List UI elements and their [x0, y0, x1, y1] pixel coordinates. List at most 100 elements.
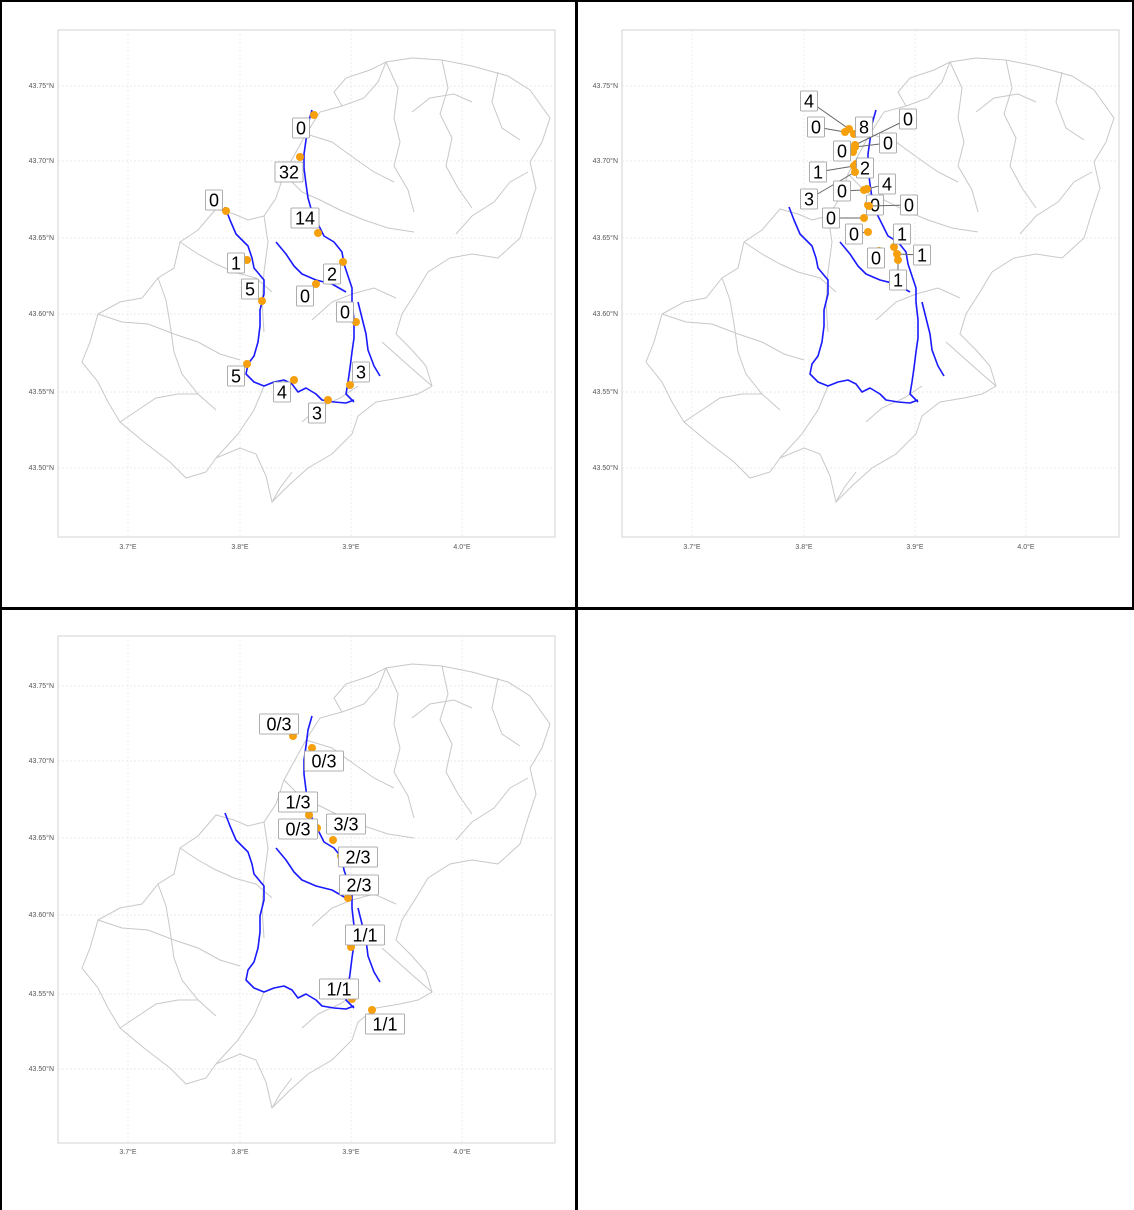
lat-tick-label: 43.60°N	[29, 310, 54, 318]
site-label-box	[323, 263, 341, 285]
site-label: 3	[800, 188, 818, 210]
municipality-boundary	[385, 667, 415, 819]
site-label-text: 14	[295, 209, 315, 229]
municipality-boundary	[949, 61, 979, 213]
site-markers: 0/3 0/3 1/3 0/3 3/3 2/3 2/3 1/1 1/1 1/1	[259, 713, 405, 1035]
lat-tick-label: 43.65°N	[29, 234, 54, 242]
lat-tick-label: 43.75°N	[29, 82, 54, 90]
municipality-outline	[81, 57, 551, 503]
site-label: 0	[292, 117, 310, 139]
site-label-text: 1	[231, 254, 241, 274]
municipality-boundary	[283, 173, 415, 233]
municipality-boundary	[683, 393, 762, 423]
site-label-box	[290, 207, 320, 229]
municipality-boundary	[411, 699, 473, 719]
site-label-box	[899, 108, 917, 130]
lat-tick-label: 43.55°N	[29, 990, 54, 998]
municipality-boundary	[411, 93, 473, 113]
site-label-box	[336, 301, 354, 323]
municipality-boundary	[305, 739, 395, 789]
lon-tick-label: 3.7°E	[119, 1148, 137, 1156]
site-label-box	[807, 116, 825, 138]
site-label: 3	[352, 361, 370, 383]
site-label-box	[833, 180, 851, 202]
site-label-box	[879, 132, 897, 154]
site-point	[894, 256, 902, 264]
site-label-box	[308, 402, 326, 424]
site-label-text: 0	[904, 196, 914, 216]
site-label-box	[833, 140, 851, 162]
site-point	[893, 250, 901, 258]
site-point	[305, 811, 313, 819]
municipality-boundary	[439, 665, 473, 815]
site-label-text: 2	[327, 265, 337, 285]
lat-tick-label: 43.70°N	[29, 757, 54, 765]
site-label: 0	[833, 140, 851, 162]
site-label: 1	[889, 269, 907, 291]
municipality-outline	[645, 57, 1115, 503]
plot-area	[57, 29, 556, 538]
site-point	[258, 297, 266, 305]
site-label-text: 1/1	[372, 1015, 397, 1035]
municipality-boundary	[439, 59, 473, 209]
municipality-boundary	[945, 341, 997, 387]
panel-border-right	[1132, 0, 1134, 610]
lon-tick-label: 3.9°E	[906, 543, 924, 551]
site-label-box	[809, 161, 827, 183]
site-label-text: 3	[312, 404, 322, 424]
site-label-box	[273, 381, 291, 403]
lat-tick-label: 43.55°N	[593, 388, 618, 396]
lon-tick-label: 3.7°E	[683, 543, 701, 551]
site-label: 0	[296, 285, 314, 307]
plot-area	[57, 635, 556, 1144]
site-label-text: 1/3	[285, 793, 310, 813]
site-label-text: 2/3	[346, 876, 371, 896]
site-label-text: 1/1	[352, 926, 377, 946]
site-point	[860, 214, 868, 222]
site-label: 1/1	[365, 1013, 405, 1035]
lon-tick-label: 3.7°E	[119, 543, 137, 551]
municipality-boundary	[897, 61, 951, 107]
lat-tick-label: 43.60°N	[29, 911, 54, 919]
municipality-boundary	[97, 313, 241, 361]
municipality-boundary	[271, 471, 293, 503]
municipality-boundary	[215, 991, 265, 1065]
municipality-boundary	[455, 777, 529, 841]
site-label-box	[326, 813, 366, 835]
site-point	[312, 280, 320, 288]
site-point	[308, 744, 316, 752]
site-label: 0/3	[304, 750, 344, 772]
site-label-box	[259, 713, 299, 735]
municipality-boundary	[215, 385, 265, 459]
site-label-box	[845, 223, 863, 245]
site-label: 1	[227, 252, 245, 274]
site-point	[296, 153, 304, 161]
site-point	[329, 836, 337, 844]
site-label-text: 4	[277, 383, 287, 403]
site-label-text: 0	[849, 225, 859, 245]
site-point	[243, 360, 251, 368]
site-point	[310, 111, 318, 119]
site-label-text: 2	[860, 159, 870, 179]
site-point	[851, 168, 859, 176]
site-label-text: 1	[897, 225, 907, 245]
river-line	[275, 847, 347, 899]
plot-area	[621, 29, 1120, 538]
site-label-text: 0/3	[311, 752, 336, 772]
site-label: 0	[822, 207, 840, 229]
site-point	[243, 256, 251, 264]
municipality-boundary	[261, 821, 269, 939]
site-label: 1	[809, 161, 827, 183]
site-label: 0	[900, 194, 918, 216]
municipality-boundary	[381, 947, 433, 993]
panel-border-top	[0, 0, 1134, 2]
site-label-box	[227, 365, 245, 387]
site-label: 0	[205, 189, 223, 211]
site-label-text: 4	[882, 175, 892, 195]
site-label: 2	[323, 263, 341, 285]
site-point	[863, 185, 871, 193]
site-point	[344, 894, 352, 902]
municipality-boundary	[455, 171, 529, 235]
site-label: 0	[845, 223, 863, 245]
site-label: 1	[893, 223, 911, 245]
